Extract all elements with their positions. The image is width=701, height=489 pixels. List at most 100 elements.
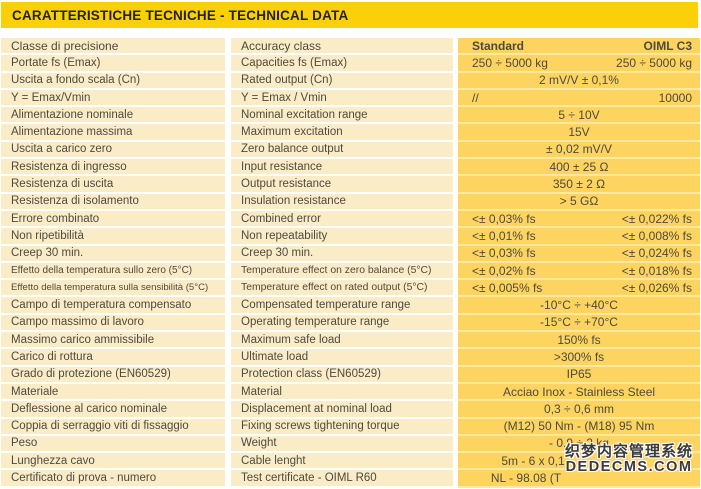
column-header-italian: Classe di precisione <box>1 38 225 56</box>
row-value: -15°C ÷ +70°C <box>540 315 618 330</box>
page-title: CARATTERISTICHE TECNICHE - TECHNICAL DAT… <box>12 7 349 23</box>
row-value-cell: 150% fs <box>458 332 700 350</box>
row-value-cell: NL - 98.08 (T <box>458 470 700 488</box>
row-value-cell: <± 0,03% fs <± 0,022% fs <box>458 210 700 229</box>
row-value-cell: 0,3 ÷ 0,6 mm <box>458 401 700 419</box>
row-label-english: Maximum excitation <box>231 124 453 142</box>
row-value-cell: (M12) 50 Nm - (M18) 95 Nm <box>458 418 700 436</box>
row-value: Acciao Inox - Stainless Steel <box>502 384 656 399</box>
row-value-oiml: 250 ÷ 5000 kg <box>616 55 692 70</box>
column-header-standard: Standard <box>472 38 525 53</box>
row-label-italian: Certificato di prova - numero <box>1 470 225 488</box>
row-value: IP65 <box>566 367 592 382</box>
row-value: - 0,9 ÷ 2 kg <box>549 436 609 451</box>
row-label-english: Temperature effect on zero balance (5°C) <box>231 262 453 281</box>
row-label-english: Weight <box>231 435 453 454</box>
row-label-english: Non repeatability <box>231 228 453 246</box>
row-label-english: Rated output (Cn) <box>231 72 453 90</box>
row-value: NL - 98.08 (T <box>490 471 562 486</box>
row-label-english: Y = Emax / Vmin <box>231 89 453 108</box>
row-value: 0,3 ÷ 0,6 mm <box>544 401 614 416</box>
row-value-cell: IP65 <box>458 366 700 384</box>
row-value-cell: 2 mV/V ± 0,1% <box>458 72 700 90</box>
row-value-cell: <± 0,005% fs <± 0,026% fs <box>458 280 700 298</box>
row-value-standard: <± 0,03% fs <box>472 246 536 261</box>
row-label-english: Temperature effect on rated output (5°C) <box>231 280 453 298</box>
row-label-italian: Alimentazione nominale <box>1 107 225 125</box>
row-label-italian: Errore combinato <box>1 210 225 229</box>
row-label-english: Compensated temperature range <box>231 297 453 315</box>
row-label-english: Zero balance output <box>231 141 453 160</box>
row-label-italian: Alimentazione massima <box>1 124 225 142</box>
row-label-english: Material <box>231 383 453 402</box>
row-value: 150% fs <box>557 332 601 347</box>
row-label-italian: Effetto della temperatura sullo zero (5°… <box>1 262 225 281</box>
row-value: 350 ± 2 Ω <box>552 177 606 192</box>
row-value-cell: 5 ÷ 10V <box>458 107 700 125</box>
row-value-standard: <± 0,02% fs <box>472 263 536 278</box>
row-label-italian: Campo di temperatura compensato <box>1 297 225 315</box>
row-label-english: Fixing screws tightening torque <box>231 418 453 436</box>
row-value-standard: 250 ÷ 5000 kg <box>472 55 548 70</box>
row-value: 400 ± 25 Ω <box>549 159 609 174</box>
row-value-cell: ± 0,02 mV/V <box>458 141 700 160</box>
row-value-cell: 400 ± 25 Ω <box>458 159 700 177</box>
row-value-oiml: 10000 <box>658 90 692 105</box>
row-value-oiml: <± 0,024% fs <box>621 246 692 261</box>
row-label-italian: Carico di rottura <box>1 349 225 367</box>
row-value-standard: <± 0,03% fs <box>472 211 536 226</box>
row-value-cell: 350 ± 2 Ω <box>458 176 700 194</box>
row-value-cell: Acciao Inox - Stainless Steel <box>458 383 700 402</box>
row-value: ± 0,02 mV/V <box>546 142 612 157</box>
row-value-cell: <± 0,03% fs <± 0,024% fs <box>458 245 700 263</box>
row-label-italian: Grado di protezione (EN60529) <box>1 366 225 384</box>
row-label-english: Test certificate - OIML R60 <box>231 470 453 488</box>
row-label-english: Insulation resistance <box>231 193 453 211</box>
row-value-cell: 5m - 6 x 0,1 <box>458 453 700 471</box>
row-label-italian: Lunghezza cavo <box>1 453 225 471</box>
row-label-english: Creep 30 min. <box>231 245 453 263</box>
row-label-italian: Deflessione al carico nominale <box>1 401 225 419</box>
watermark: 织梦内容管理系统 DEDECMS.COM <box>558 444 700 475</box>
row-value-cell: -15°C ÷ +70°C <box>458 314 700 333</box>
row-value-cell: >300% fs <box>458 349 700 367</box>
column-header-oiml: OIML C3 <box>643 38 692 53</box>
column-header-values: Standard OIML C3 <box>458 38 700 56</box>
column-header-english: Accuracy class <box>231 38 453 56</box>
row-value: -10°C ÷ +40°C <box>540 298 618 313</box>
title-bar: CARATTERISTICHE TECNICHE - TECHNICAL DAT… <box>1 2 698 28</box>
row-value: 5m - 6 x 0,1 <box>501 453 565 468</box>
row-label-english: Input resistance <box>231 159 453 177</box>
row-value: 2 mV/V ± 0,1% <box>539 73 619 88</box>
watermark-line1: 织梦内容管理系统 <box>564 443 693 460</box>
row-label-english: Capacities fs (Emax) <box>231 55 453 73</box>
row-value: >300% fs <box>553 349 605 364</box>
row-label-italian: Resistenza di ingresso <box>1 159 225 177</box>
row-value-oiml: <± 0,022% fs <box>621 211 692 226</box>
row-value-oiml: <± 0,026% fs <box>621 280 692 295</box>
row-value: > 5 GΩ <box>559 194 599 209</box>
row-label-english: Displacement at nominal load <box>231 401 453 419</box>
row-value-cell: <± 0,01% fs <± 0,008% fs <box>458 228 700 246</box>
row-label-english: Nominal excitation range <box>231 107 453 125</box>
row-value: 5 ÷ 10V <box>558 107 600 122</box>
row-value-oiml: <± 0,018% fs <box>621 263 692 278</box>
watermark-line2: DEDECMS.COM <box>565 458 693 475</box>
row-value-oiml: <± 0,008% fs <box>621 228 692 243</box>
row-value-standard: // <box>472 90 479 105</box>
row-label-italian: Creep 30 min. <box>1 245 225 263</box>
row-value-standard: <± 0,01% fs <box>472 228 536 243</box>
row-label-italian: Massimo carico ammissibile <box>1 332 225 350</box>
row-label-italian: Campo massimo di lavoro <box>1 314 225 333</box>
row-label-italian: Non ripetibilità <box>1 228 225 246</box>
row-value-cell: 15V <box>458 124 700 142</box>
row-label-english: Combined error <box>231 210 453 229</box>
row-value-cell: <± 0,02% fs <± 0,018% fs <box>458 262 700 281</box>
row-value-cell: > 5 GΩ <box>458 193 700 211</box>
row-label-italian: Uscita a carico zero <box>1 141 225 160</box>
row-label-italian: Y = Emax/Vmin <box>1 89 225 108</box>
row-label-italian: Coppia di serraggio viti di fissaggio <box>1 418 225 436</box>
row-value-cell: // 10000 <box>458 89 700 108</box>
row-label-english: Output resistance <box>231 176 453 194</box>
row-value-cell: - 0,9 ÷ 2 kg <box>458 435 700 454</box>
